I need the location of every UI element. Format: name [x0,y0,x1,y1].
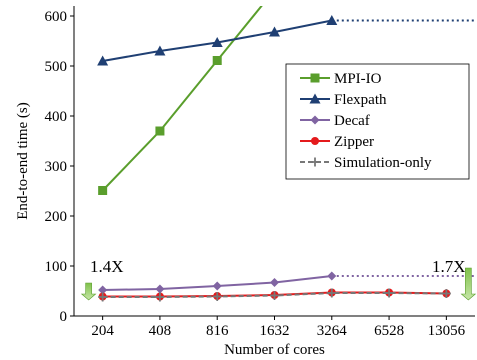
annotation-label: 1.7X [432,257,466,276]
speedup-arrow [80,282,97,301]
data-point-decaf [212,281,222,291]
x-tick-label: 13056 [428,323,466,339]
y-tick-label: 200 [45,209,68,225]
legend-marker-simulation-only [310,157,320,167]
x-tick-label: 6528 [374,323,404,339]
data-point-simulation-only [155,292,165,302]
y-tick-label: 0 [60,309,68,325]
data-point-simulation-only [327,288,337,298]
x-tick-label: 816 [206,323,229,339]
speedup-arrow [460,267,477,301]
x-axis-label: Number of cores [224,342,325,358]
legend-marker-decaf [310,115,320,125]
data-point-decaf [270,278,279,287]
y-tick-label: 400 [45,109,68,125]
legend-marker-flexpath [309,93,321,104]
data-point-simulation-only [212,292,222,301]
legend: MPI-IO Flexpath Decaf Zipper Simulation-only [285,63,470,180]
data-point-decaf [98,285,108,295]
annotations: 1.4X 1.7X [80,257,477,301]
data-point-flexpath [154,45,166,56]
legend-marker-zipper [311,137,319,145]
data-point-flexpath [269,26,280,37]
y-axis-label: End-to-end time (s) [15,102,31,219]
data-point-mpi-io [98,186,108,195]
annotation-label: 1.4X [90,257,124,276]
data-point-mpi-io [212,56,222,65]
x-tick-label: 204 [91,323,114,339]
legend-label-zipper: Zipper [334,134,374,150]
data-point-mpi-io [155,126,165,136]
legend-label-flexpath: Flexpath [334,92,387,108]
data-point-simulation-only [270,291,279,300]
legend-label-mpi-io: MPI-IO [334,71,382,87]
y-tick-label: 600 [45,9,68,25]
y-tick-label: 100 [45,259,68,275]
data-point-simulation-only [441,289,451,298]
legend-label-simulation-only: Simulation-only [334,155,432,171]
x-tick-label: 1632 [260,323,290,339]
y-tick-label: 500 [45,59,68,75]
data-point-decaf [155,284,165,294]
data-point-decaf [327,271,337,281]
data-point-flexpath [97,55,109,66]
data-point-simulation-only [98,292,108,302]
legend-marker-mpi-io [310,73,320,83]
legend-label-decaf: Decaf [334,113,370,129]
x-tick-label: 3264 [317,323,348,339]
data-point-flexpath [211,37,223,47]
data-point-flexpath [326,15,338,25]
series-layer [97,6,475,302]
series-line-mpi-io [101,6,263,192]
data-point-simulation-only [384,288,394,298]
axes-layer: 0 100 200 300 400 500 600 204 408 816 1632 3264 6528… [15,6,475,358]
y-tick-label: 300 [45,159,68,175]
x-tick-label: 408 [149,323,172,339]
